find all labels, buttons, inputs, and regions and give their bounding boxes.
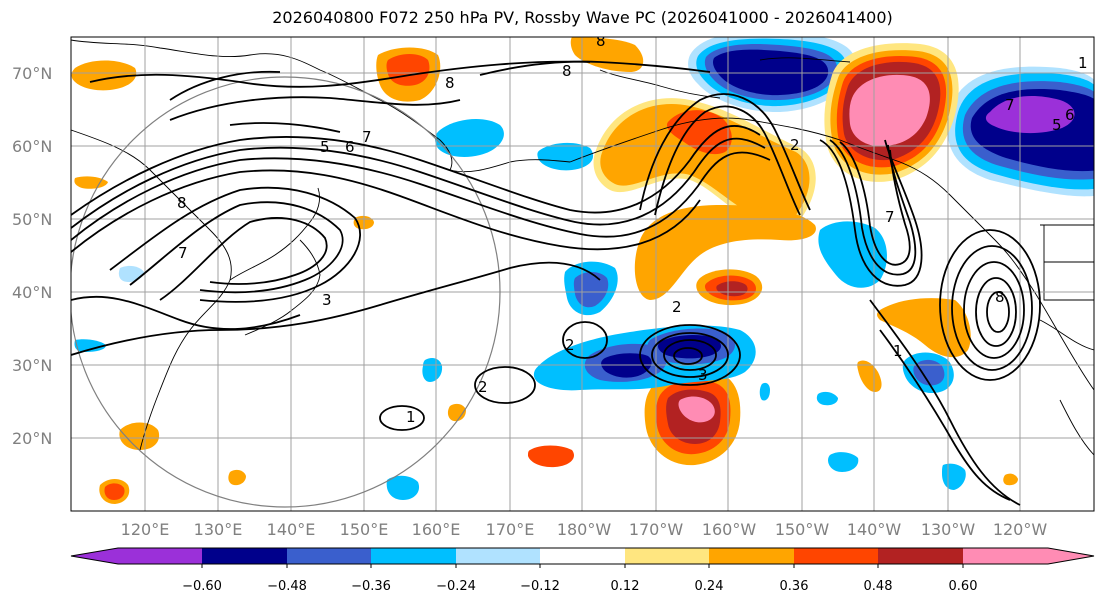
svg-text:8: 8: [596, 32, 606, 50]
lat-label-30n: 30°N: [12, 356, 52, 375]
map-frame: [70, 36, 1095, 512]
svg-text:2: 2: [478, 378, 488, 396]
coastline-layer: [71, 39, 1094, 456]
lon-label: 140°E: [267, 520, 316, 539]
svg-text:7: 7: [362, 128, 372, 146]
colorbar-tick: 0.12: [611, 579, 640, 594]
longitude-labels: 120°E 130°E 140°E 150°E 160°E 170°E 180°…: [121, 520, 1048, 539]
colorbar-tick: −0.36: [351, 579, 391, 594]
lon-label: 170°W: [629, 520, 684, 539]
lon-label: 160°W: [702, 520, 757, 539]
colorbar-tick-labels: −0.60 −0.48 −0.36 −0.24 −0.12 0.12 0.24 …: [182, 579, 977, 594]
svg-text:8: 8: [177, 194, 187, 212]
colorbar-segment: [540, 548, 625, 564]
svg-text:3: 3: [322, 291, 332, 309]
latitude-labels: 70°N 60°N 50°N 40°N 30°N 20°N: [12, 64, 52, 448]
shading-layer: [71, 37, 1094, 504]
map-title: 2026040800 F072 250 hPa PV, Rossby Wave …: [272, 8, 893, 27]
colorbar-segment: [794, 548, 878, 564]
lon-label: 130°E: [194, 520, 243, 539]
lat-label-20n: 20°N: [12, 429, 52, 448]
svg-text:1: 1: [406, 408, 416, 426]
lon-label: 140°W: [847, 520, 902, 539]
colorbar-tick: 0.36: [780, 579, 809, 594]
pv-contours: [71, 60, 1041, 506]
lat-label-70n: 70°N: [12, 64, 52, 83]
svg-text:2: 2: [672, 298, 682, 316]
svg-text:7: 7: [885, 208, 895, 226]
colorbar-extend-min: [71, 548, 118, 564]
lon-label: 130°W: [921, 520, 976, 539]
lon-label: 160°E: [412, 520, 461, 539]
range-circle: [71, 76, 501, 508]
lon-label: 120°W: [993, 520, 1048, 539]
svg-text:7: 7: [1005, 96, 1015, 114]
svg-text:6: 6: [1065, 106, 1075, 124]
colorbar-extend-max: [1048, 548, 1094, 564]
graticule: [71, 37, 1094, 511]
colorbar: [70, 547, 1095, 568]
svg-text:8: 8: [445, 74, 455, 92]
colorbar-tick: 0.60: [949, 579, 978, 594]
colorbar-segment: [709, 548, 794, 564]
svg-text:2: 2: [565, 336, 575, 354]
lon-label: 150°E: [340, 520, 389, 539]
lat-label-60n: 60°N: [12, 137, 52, 156]
colorbar-tick: 0.24: [695, 579, 724, 594]
svg-text:2: 2: [790, 136, 800, 154]
lon-label: 150°W: [775, 520, 830, 539]
colorbar-segment: [118, 548, 202, 564]
svg-text:5: 5: [320, 138, 330, 156]
colorbar-segment: [202, 548, 287, 564]
colorbar-segment: [963, 548, 1048, 564]
lat-label-40n: 40°N: [12, 283, 52, 302]
colorbar-tick: −0.12: [520, 579, 560, 594]
colorbar-tick: 0.48: [864, 579, 893, 594]
contour-labels: 8 8 8 7 5 6 7 8 7 3 2 2 2 1 3 2 1 5 6 8 …: [177, 32, 1088, 426]
map-content: 8 8 8 7 5 6 7 8 7 3 2 2 2 1 3 2 1 5 6 8 …: [71, 32, 1094, 511]
lon-label: 180°W: [557, 520, 612, 539]
svg-text:3: 3: [698, 366, 708, 384]
svg-text:6: 6: [345, 138, 355, 156]
svg-text:8: 8: [562, 62, 572, 80]
colorbar-tick: −0.48: [267, 579, 307, 594]
svg-text:1: 1: [893, 342, 903, 360]
colorbar-outline: [70, 547, 1095, 565]
colorbar-segment: [371, 548, 456, 564]
colorbar-segment: [456, 548, 540, 564]
colorbar-segment: [625, 548, 709, 564]
svg-text:7: 7: [178, 244, 188, 262]
lon-label: 120°E: [121, 520, 170, 539]
svg-text:1: 1: [1078, 54, 1088, 72]
lon-label: 170°E: [486, 520, 535, 539]
colorbar-tick: −0.60: [182, 579, 222, 594]
svg-text:8: 8: [995, 288, 1005, 306]
colorbar-tick: −0.24: [436, 579, 476, 594]
colorbar-segment: [287, 548, 371, 564]
svg-text:5: 5: [1052, 116, 1062, 134]
lat-label-50n: 50°N: [12, 210, 52, 229]
colorbar-segment: [878, 548, 963, 564]
